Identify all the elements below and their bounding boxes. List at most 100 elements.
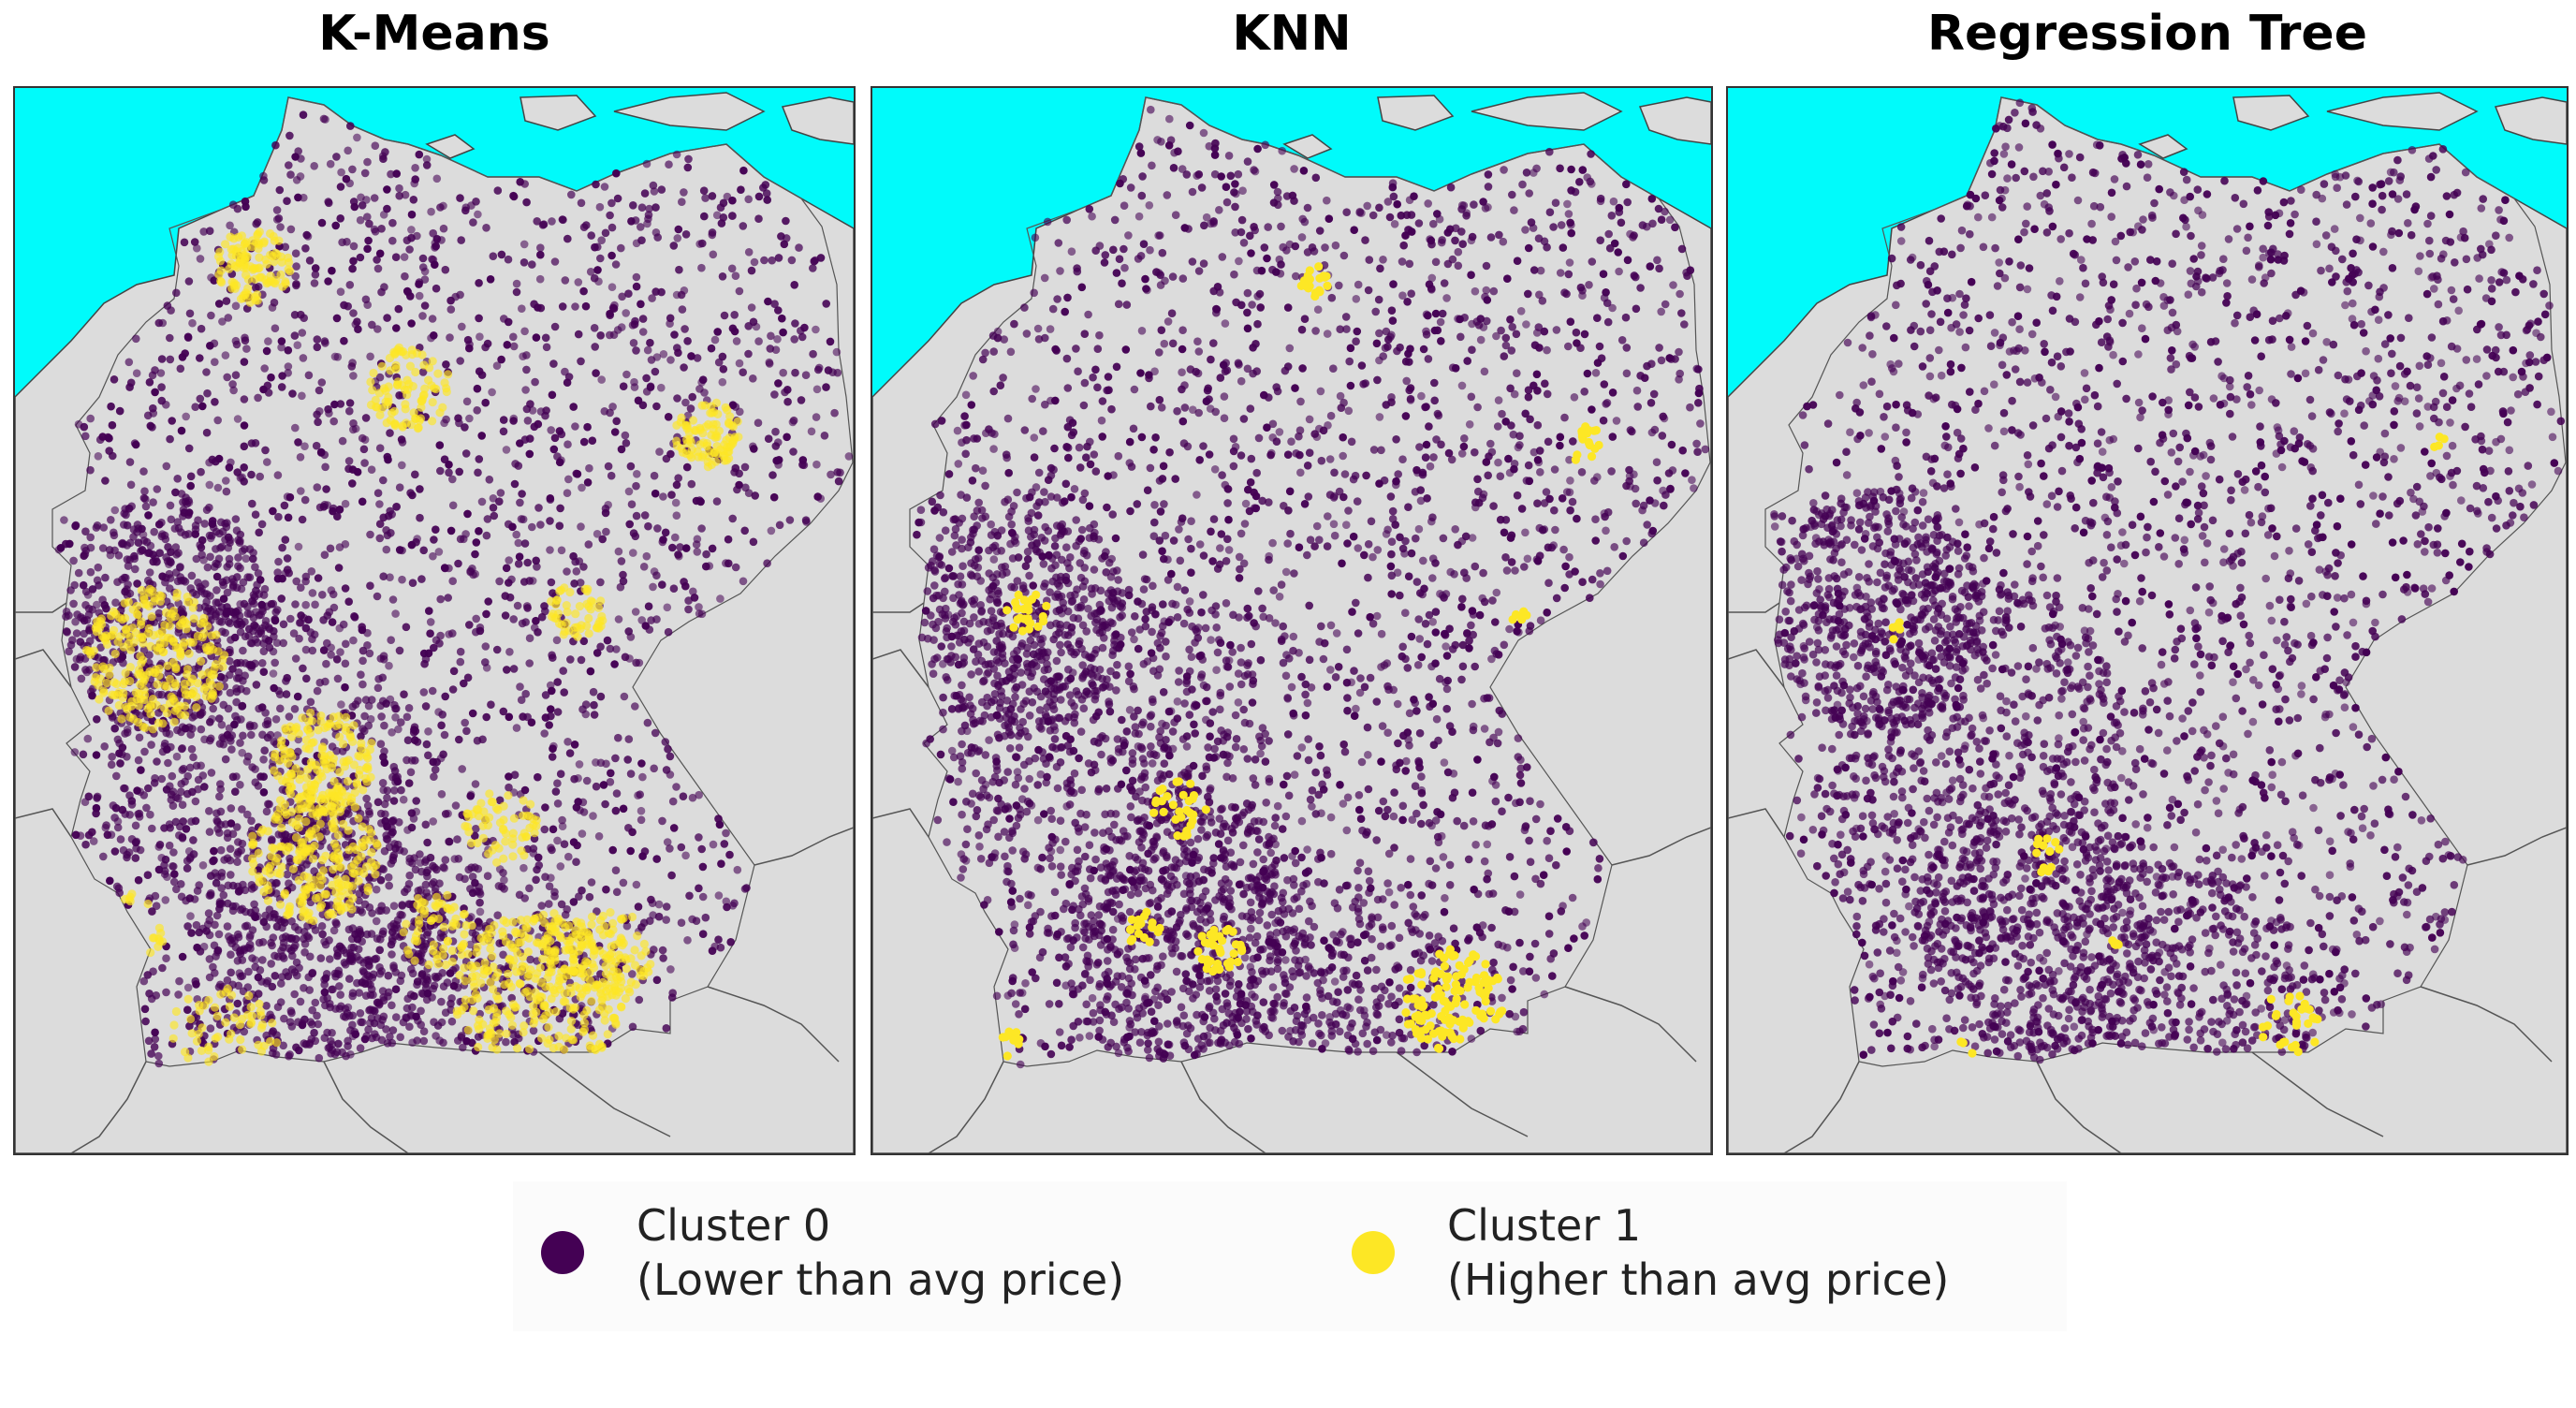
point bbox=[213, 483, 223, 492]
point bbox=[720, 311, 729, 320]
point bbox=[383, 185, 391, 194]
point bbox=[157, 774, 167, 784]
island bbox=[613, 92, 766, 131]
point bbox=[385, 661, 393, 670]
point bbox=[181, 701, 190, 711]
point bbox=[672, 511, 681, 520]
point bbox=[240, 442, 249, 451]
point bbox=[532, 556, 540, 565]
point bbox=[349, 372, 358, 380]
point bbox=[606, 908, 615, 917]
point bbox=[474, 1042, 483, 1052]
point bbox=[505, 556, 513, 565]
point bbox=[150, 596, 159, 606]
point bbox=[263, 896, 273, 905]
point bbox=[536, 243, 545, 252]
point bbox=[301, 645, 311, 654]
point bbox=[334, 782, 344, 792]
point bbox=[277, 776, 287, 785]
point bbox=[649, 582, 657, 592]
point bbox=[606, 211, 614, 220]
point bbox=[749, 537, 758, 547]
point bbox=[209, 691, 218, 700]
point bbox=[550, 892, 559, 901]
point bbox=[148, 824, 156, 833]
point bbox=[783, 433, 791, 442]
point bbox=[403, 287, 413, 297]
point bbox=[579, 1019, 590, 1028]
point bbox=[168, 637, 178, 646]
point bbox=[681, 398, 690, 407]
point bbox=[334, 564, 344, 572]
point bbox=[284, 362, 293, 371]
point bbox=[350, 202, 359, 212]
point bbox=[259, 385, 268, 394]
point bbox=[783, 397, 792, 406]
point bbox=[240, 421, 249, 430]
point bbox=[297, 900, 306, 910]
point bbox=[476, 978, 486, 988]
point bbox=[347, 934, 357, 944]
point bbox=[538, 954, 548, 963]
point bbox=[206, 592, 214, 600]
point bbox=[575, 760, 584, 769]
point bbox=[586, 667, 595, 676]
point bbox=[476, 898, 484, 907]
point bbox=[227, 950, 235, 959]
point bbox=[169, 862, 178, 871]
point bbox=[429, 256, 438, 264]
point bbox=[394, 304, 403, 314]
point bbox=[560, 989, 569, 998]
point bbox=[176, 364, 185, 374]
point bbox=[333, 512, 342, 521]
point bbox=[348, 989, 358, 997]
point bbox=[549, 986, 559, 995]
point bbox=[290, 990, 300, 999]
point bbox=[398, 438, 407, 447]
point bbox=[314, 1019, 323, 1029]
point bbox=[239, 731, 247, 741]
point bbox=[348, 264, 357, 273]
point bbox=[778, 314, 786, 323]
point bbox=[520, 180, 529, 188]
point bbox=[727, 264, 737, 273]
point bbox=[632, 658, 640, 667]
point bbox=[545, 882, 554, 890]
point bbox=[186, 730, 195, 739]
point bbox=[681, 851, 690, 860]
point bbox=[128, 623, 138, 633]
point bbox=[310, 875, 319, 885]
point bbox=[185, 855, 195, 863]
point bbox=[331, 793, 341, 803]
point bbox=[249, 591, 258, 599]
point bbox=[222, 487, 231, 496]
point bbox=[564, 234, 572, 243]
point bbox=[392, 169, 402, 178]
point bbox=[88, 585, 97, 594]
point bbox=[497, 250, 506, 259]
point bbox=[442, 360, 450, 369]
point bbox=[162, 401, 170, 409]
point bbox=[152, 991, 161, 1000]
point bbox=[71, 521, 80, 531]
point bbox=[402, 236, 412, 244]
point bbox=[630, 320, 639, 329]
point bbox=[56, 544, 66, 552]
point bbox=[533, 217, 541, 226]
point bbox=[570, 741, 579, 749]
point bbox=[499, 931, 508, 941]
point bbox=[502, 1037, 510, 1047]
point bbox=[682, 462, 692, 472]
point bbox=[174, 628, 183, 637]
point bbox=[183, 1005, 192, 1014]
point bbox=[571, 926, 580, 935]
point bbox=[123, 705, 132, 714]
point bbox=[520, 539, 530, 548]
point bbox=[689, 587, 697, 596]
point bbox=[318, 591, 327, 599]
point bbox=[150, 1043, 159, 1051]
point bbox=[475, 527, 483, 535]
point bbox=[139, 791, 149, 799]
point bbox=[209, 704, 217, 713]
point bbox=[227, 458, 235, 467]
